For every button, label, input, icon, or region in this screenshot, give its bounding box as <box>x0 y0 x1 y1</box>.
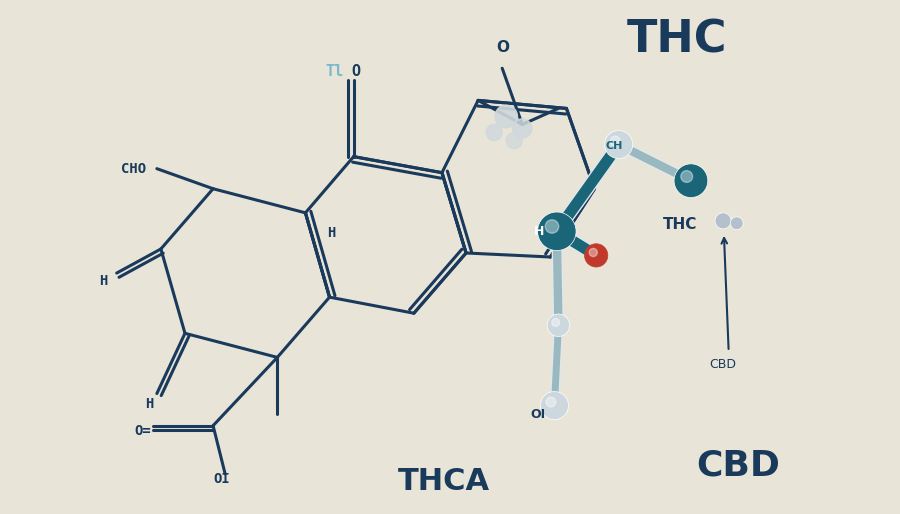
Circle shape <box>506 133 522 149</box>
Circle shape <box>545 220 559 233</box>
Text: O: O <box>351 64 360 79</box>
Text: OI: OI <box>530 408 545 420</box>
Circle shape <box>680 171 693 182</box>
Text: CH: CH <box>605 140 623 151</box>
Text: Tl: Tl <box>326 64 344 79</box>
Circle shape <box>546 397 556 407</box>
Text: THCA: THCA <box>398 467 490 496</box>
Text: H: H <box>99 274 107 288</box>
Circle shape <box>584 244 608 267</box>
Circle shape <box>537 212 576 250</box>
Circle shape <box>513 119 532 138</box>
Circle shape <box>715 213 731 229</box>
Circle shape <box>590 248 598 256</box>
Circle shape <box>674 164 707 197</box>
Circle shape <box>495 105 518 127</box>
Circle shape <box>610 136 620 146</box>
Text: H: H <box>535 225 544 238</box>
Circle shape <box>605 131 633 159</box>
Circle shape <box>540 392 569 419</box>
Text: THC: THC <box>626 18 727 61</box>
Text: O: O <box>496 40 508 55</box>
Circle shape <box>552 319 560 326</box>
Text: H: H <box>145 397 153 411</box>
Circle shape <box>486 124 502 140</box>
Text: OI: OI <box>213 472 230 486</box>
Text: H: H <box>327 226 336 240</box>
Text: CBD: CBD <box>709 358 736 371</box>
Text: THC: THC <box>662 217 698 232</box>
Text: O=: O= <box>134 424 151 438</box>
Circle shape <box>547 314 570 337</box>
Text: CBD: CBD <box>697 448 780 483</box>
Circle shape <box>730 217 743 230</box>
Text: CHO: CHO <box>121 162 146 176</box>
